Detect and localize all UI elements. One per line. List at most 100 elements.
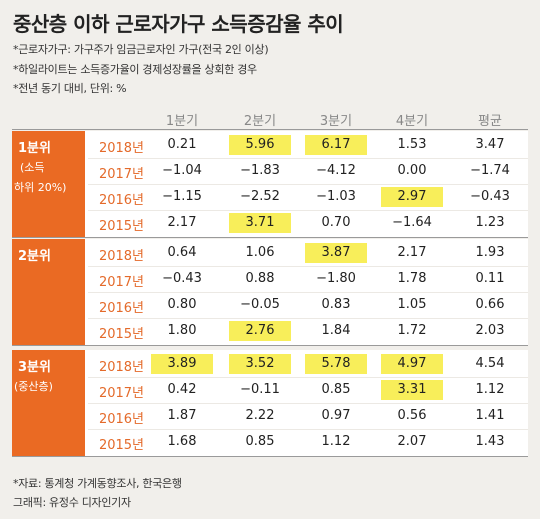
value-cell: −1.74 <box>470 163 510 178</box>
value-cell: 0.00 <box>397 163 427 178</box>
value-cell: 1.93 <box>475 245 505 260</box>
column-header: 3분기 <box>319 114 353 129</box>
highlighted-value-cell: 5.78 <box>305 354 367 374</box>
highlighted-value-cell: 3.52 <box>229 354 291 374</box>
highlighted-value-cell: 4.97 <box>381 354 443 374</box>
column-header: 평균 <box>478 114 502 129</box>
row-divider <box>88 318 528 319</box>
row-year: 2015년 <box>98 219 144 234</box>
group-label: 1분위 <box>18 141 51 156</box>
column-header: 2분기 <box>243 114 277 129</box>
value-cell: 0.70 <box>321 215 351 230</box>
row-year: 2018년 <box>98 249 144 264</box>
value-cell: 1.87 <box>167 408 197 423</box>
value-cell: −1.64 <box>392 215 432 230</box>
value-cell: 4.54 <box>475 356 505 371</box>
row-divider <box>88 266 528 267</box>
value-cell: 1.80 <box>167 323 197 338</box>
row-divider <box>88 158 528 159</box>
highlighted-value-cell: 3.89 <box>151 354 213 374</box>
group-label-box <box>12 350 85 456</box>
group-bottom-rule <box>12 345 528 346</box>
highlighted-value-cell: 6.17 <box>305 135 367 155</box>
row-year: 2015년 <box>98 438 144 453</box>
note-household-definition: *근로자가구: 가구주가 임금근로자인 가구(전국 2인 이상) <box>13 43 269 56</box>
row-divider <box>88 403 528 404</box>
value-cell: 0.11 <box>475 271 505 286</box>
value-cell: 0.64 <box>167 245 197 260</box>
row-year: 2017년 <box>98 167 144 182</box>
group-sublabel: (소득 <box>20 161 45 174</box>
value-cell: 2.03 <box>475 323 505 338</box>
value-cell: 0.21 <box>167 137 197 152</box>
value-cell: −0.43 <box>470 189 510 204</box>
value-cell: −4.12 <box>316 163 356 178</box>
row-divider <box>88 377 528 378</box>
value-cell: 2.07 <box>397 434 427 449</box>
value-cell: −2.52 <box>240 189 280 204</box>
value-cell: −1.04 <box>162 163 202 178</box>
value-cell: −0.11 <box>240 382 280 397</box>
row-year: 2016년 <box>98 412 144 427</box>
value-cell: 0.85 <box>321 382 351 397</box>
highlighted-value-cell: 3.31 <box>381 380 443 400</box>
source-note: *자료: 통계청 가계동향조사, 한국은행 <box>13 477 182 490</box>
highlighted-value-cell: 2.97 <box>381 187 443 207</box>
graphic-credit: 그래픽: 유정수 디자인기자 <box>13 496 131 509</box>
value-cell: 0.85 <box>245 434 275 449</box>
group-label: 2분위 <box>18 249 51 264</box>
row-year: 2016년 <box>98 193 144 208</box>
value-cell: 0.80 <box>167 297 197 312</box>
highlighted-value-cell: 2.76 <box>229 321 291 341</box>
header-rule <box>12 129 528 130</box>
row-divider <box>88 292 528 293</box>
value-cell: 1.68 <box>167 434 197 449</box>
value-cell: 0.42 <box>167 382 197 397</box>
highlighted-value-cell: 3.87 <box>305 243 367 263</box>
value-cell: 1.53 <box>397 137 427 152</box>
row-divider <box>88 184 528 185</box>
group-sublabel: 하위 20%) <box>14 181 67 194</box>
group-label-box <box>12 239 85 345</box>
value-cell: 1.78 <box>397 271 427 286</box>
value-cell: 0.97 <box>321 408 351 423</box>
value-cell: 0.56 <box>397 408 427 423</box>
highlighted-value-cell: 5.96 <box>229 135 291 155</box>
value-cell: 1.43 <box>475 434 505 449</box>
chart-title: 중산층 이하 근로자가구 소득증감율 추이 <box>13 12 344 36</box>
row-year: 2016년 <box>98 301 144 316</box>
note-unit: *전년 동기 대비, 단위: % <box>13 82 127 95</box>
note-highlight-meaning: *하일라이트는 소득증가율이 경제성장률을 상회한 경우 <box>13 63 257 76</box>
row-divider <box>88 429 528 430</box>
value-cell: 0.83 <box>321 297 351 312</box>
row-divider <box>88 210 528 211</box>
row-year: 2017년 <box>98 275 144 290</box>
row-year: 2018년 <box>98 360 144 375</box>
value-cell: −0.05 <box>240 297 280 312</box>
value-cell: 2.22 <box>245 408 275 423</box>
value-cell: −1.83 <box>240 163 280 178</box>
group-bottom-rule <box>12 237 528 238</box>
value-cell: 0.88 <box>245 271 275 286</box>
value-cell: 1.23 <box>475 215 505 230</box>
row-year: 2017년 <box>98 386 144 401</box>
highlighted-value-cell: 3.71 <box>229 213 291 233</box>
value-cell: 1.84 <box>321 323 351 338</box>
value-cell: 1.12 <box>321 434 351 449</box>
value-cell: 3.47 <box>475 137 505 152</box>
group-sublabel: (중산층) <box>14 380 53 393</box>
value-cell: −0.43 <box>162 271 202 286</box>
value-cell: −1.80 <box>316 271 356 286</box>
row-year: 2018년 <box>98 141 144 156</box>
column-header: 1분기 <box>165 114 199 129</box>
value-cell: −1.15 <box>162 189 202 204</box>
value-cell: 1.41 <box>475 408 505 423</box>
value-cell: 1.06 <box>245 245 275 260</box>
value-cell: 2.17 <box>397 245 427 260</box>
value-cell: 1.12 <box>475 382 505 397</box>
value-cell: −1.03 <box>316 189 356 204</box>
group-label-box <box>12 131 85 237</box>
group-label: 3분위 <box>18 360 51 375</box>
group-bottom-rule <box>12 456 528 457</box>
row-year: 2015년 <box>98 327 144 342</box>
